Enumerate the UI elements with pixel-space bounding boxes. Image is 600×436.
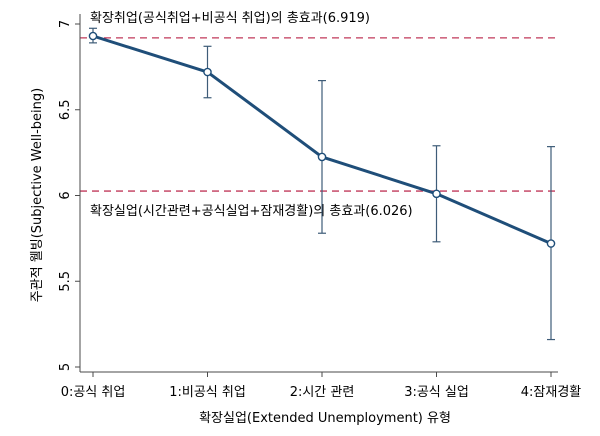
x-tick-label: 2:시간 관련 bbox=[290, 385, 355, 400]
x-tick-label: 4:잠재경활 bbox=[521, 385, 582, 400]
y-tick-label: 7 bbox=[58, 20, 73, 28]
data-point bbox=[203, 67, 212, 77]
data-point bbox=[317, 152, 327, 162]
x-axis: 0:공식 취업 1:비공식 취업 2:시간 관련 3:공식 실업 4:잠재경활 bbox=[61, 371, 582, 400]
data-points bbox=[88, 31, 556, 248]
x-tick-label: 0:공식 취업 bbox=[61, 385, 126, 400]
reference-lines: 확장취업(공식취업+비공식 취업)의 총효과(6.919) 확장실업(시간관련+공… bbox=[80, 11, 558, 219]
x-axis-title: 확장실업(Extended Unemployment) 유형 bbox=[199, 411, 451, 426]
reference-line-label: 확장실업(시간관련+공식실업+잠재경활)의 총효과(6.026) bbox=[90, 204, 413, 219]
y-axis: 5 5.5 6 6.5 7 bbox=[58, 14, 81, 372]
x-tick-label: 1:비공식 취업 bbox=[169, 385, 246, 400]
y-tick-label: 6 bbox=[58, 191, 73, 199]
data-point bbox=[432, 189, 441, 199]
y-axis-title: 주관적 웰빙(Subjective Well-being) bbox=[30, 88, 45, 302]
error-bars bbox=[89, 27, 555, 341]
y-tick-label: 5.5 bbox=[58, 271, 73, 292]
x-tick-label: 3:공식 실업 bbox=[404, 385, 469, 400]
y-tick-label: 5 bbox=[58, 363, 73, 371]
reference-line-label: 확장취업(공식취업+비공식 취업)의 총효과(6.919) bbox=[90, 11, 370, 26]
data-point bbox=[546, 239, 556, 248]
y-tick-label: 6.5 bbox=[58, 99, 73, 120]
data-point bbox=[88, 31, 98, 41]
